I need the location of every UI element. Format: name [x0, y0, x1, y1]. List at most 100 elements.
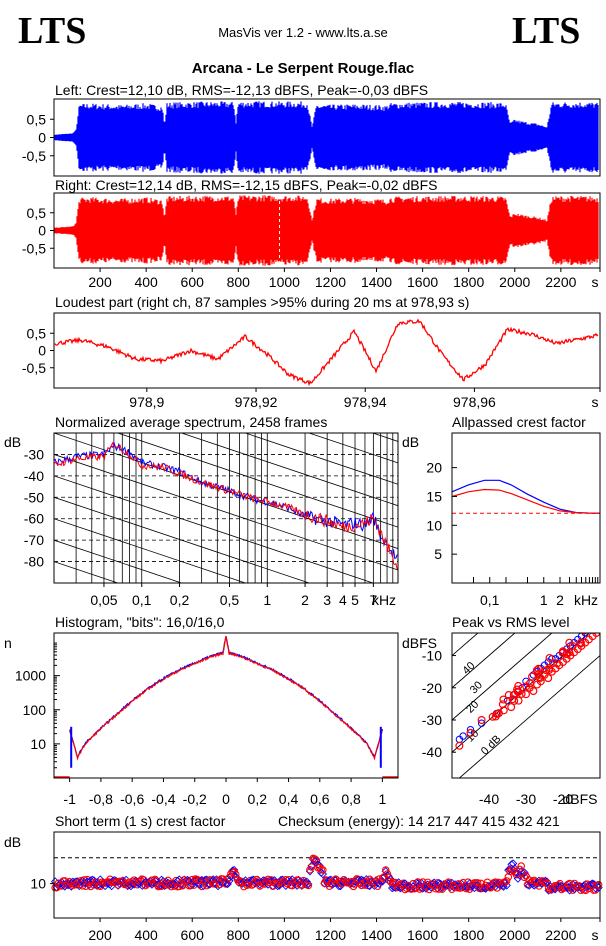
xtick-label: 400	[134, 274, 158, 290]
ytick-label: -0,5	[22, 360, 46, 376]
stc-right-point	[244, 880, 253, 889]
ytick-label: -30	[24, 446, 44, 462]
xtick-label: 600	[181, 274, 205, 290]
spectrum-slope-line	[116, 433, 398, 528]
stc-right-point	[322, 876, 330, 884]
xtick-label: -0,8	[89, 791, 113, 807]
ytick-label: -0,5	[22, 148, 46, 164]
stc-right-point	[594, 881, 603, 889]
ytick-label: -40	[24, 468, 44, 484]
xtick-label: 1600	[407, 274, 438, 290]
xtick-label: 1200	[315, 927, 346, 943]
ytick-label: 0	[38, 223, 46, 239]
xtick-label: 1400	[361, 927, 392, 943]
apc-ylabel: dB	[402, 434, 419, 450]
loudest-frame	[53, 312, 601, 389]
ytick-label: -70	[24, 532, 44, 548]
pvr-left-point	[522, 677, 530, 686]
xtick-label: 2000	[499, 927, 530, 943]
xtick-label: 2000	[499, 274, 530, 290]
pvr-right-point	[534, 670, 543, 679]
ytick-label: 0	[38, 343, 46, 359]
xtick-label: 0,1	[480, 592, 500, 608]
xtick-label: 1	[378, 791, 386, 807]
xtick-label: 1	[540, 592, 548, 608]
pvr-right-point	[507, 703, 516, 712]
histogram-title: Histogram, "bits": 16,0/16,0	[55, 614, 225, 630]
xtick-label: s	[592, 927, 599, 943]
stc-left-point	[312, 856, 321, 865]
spectrum-plot	[54, 433, 398, 583]
xtick-label: 0,5	[220, 592, 240, 608]
pvr-right-point	[589, 620, 596, 627]
xtick-label: -0,2	[183, 791, 207, 807]
xtick-label: 978,94	[344, 394, 387, 410]
loudest-signal	[54, 318, 599, 387]
pvr-ylabel: dBFS	[402, 635, 437, 651]
xtick-label: 4	[339, 592, 347, 608]
histogram-ylabel: n	[4, 635, 12, 651]
stc-right-point	[502, 877, 511, 885]
histogram-chart: n 1000 100 10 -1 -0,8 -0,6 -0,4 -0,2 0 0,2 0,4 0,6 0,…	[4, 632, 399, 807]
xtick-label: 5	[351, 592, 359, 608]
pvr-right-point	[491, 712, 500, 721]
short-term-chart: dB 10 200 400 600 800 1000 1200 1400 1600 1800 2000…	[4, 831, 603, 943]
ytick-label: 0,5	[27, 205, 47, 221]
stc-left-point	[518, 869, 527, 878]
spectrum-slope-line	[54, 539, 183, 583]
pvr-right-point	[553, 659, 562, 668]
spectrum-slope-line	[180, 433, 398, 507]
xtick-label: 1200	[315, 274, 346, 290]
logo-right: LTS	[512, 10, 580, 52]
xtick-label: 0,1	[132, 592, 152, 608]
xtick-label: 200	[88, 927, 112, 943]
pvr-right-point	[488, 712, 497, 721]
pvr-right-point	[510, 696, 519, 705]
stc-frame	[53, 831, 601, 919]
xtick-label: 1600	[407, 927, 438, 943]
pvr-right-point	[477, 715, 486, 724]
xtick-label: 1	[263, 592, 271, 608]
pvr-right-point	[565, 638, 574, 647]
xtick-label: 800	[227, 274, 251, 290]
spectrum-slope-line	[54, 518, 247, 583]
stc-right-point	[383, 870, 392, 878]
stc-left-point	[229, 865, 239, 875]
xtick-label: kHz	[574, 592, 598, 608]
xtick-label: 978,92	[235, 394, 278, 410]
spectrum-slope-line	[54, 475, 375, 583]
right-waveform-chart: 0,5 0-0,5 200 400 600 800 1000 1200 1400 1600 1800…	[22, 192, 601, 290]
xtick-label: 1000	[269, 274, 300, 290]
spectrum-slope-line	[54, 454, 398, 571]
g-left-signal	[54, 101, 599, 174]
ytick-label: 10	[426, 517, 442, 533]
right-waveform-title: Right: Crest=12,14 dB, RMS=-12,15 dBFS, …	[55, 177, 437, 193]
pvr-crest-label: 40	[460, 660, 477, 677]
ytick-label: -20	[422, 680, 442, 696]
pvr-right-point	[498, 700, 507, 709]
g-right-signal	[54, 195, 599, 266]
stc-right-point	[319, 866, 327, 874]
stc-right-point	[517, 862, 525, 870]
pvr-crest-line	[458, 654, 600, 778]
ytick-label: -50	[24, 489, 44, 505]
spectrum-title: Normalized average spectrum, 2458 frames	[55, 414, 327, 430]
xtick-label: 978,96	[453, 394, 496, 410]
ytick-label: -0,5	[22, 240, 46, 256]
pvr-right-point	[536, 677, 545, 686]
left-waveform-title: Left: Crest=12,10 dB, RMS=-12,13 dBFS, P…	[55, 82, 428, 98]
histogram-right-series	[69, 635, 383, 761]
spectrum-frame	[53, 432, 399, 584]
ytick-label: 100	[23, 702, 47, 718]
pvr-right-point	[534, 664, 543, 673]
stc-ylabel: dB	[4, 834, 21, 850]
logo-left: LTS	[18, 10, 86, 52]
ytick-label: -60	[24, 511, 44, 527]
spectrum-chart: dB-30 -40 -50 -60 -70 -80 0,05 0,1 0,2 0,5 1 2 3 4 5 7k…	[4, 432, 399, 608]
xtick-label: s	[592, 394, 599, 410]
checksum: Checksum (energy): 14 217 447 415 432 42…	[278, 813, 560, 829]
spectrum-slope-line	[244, 433, 398, 485]
